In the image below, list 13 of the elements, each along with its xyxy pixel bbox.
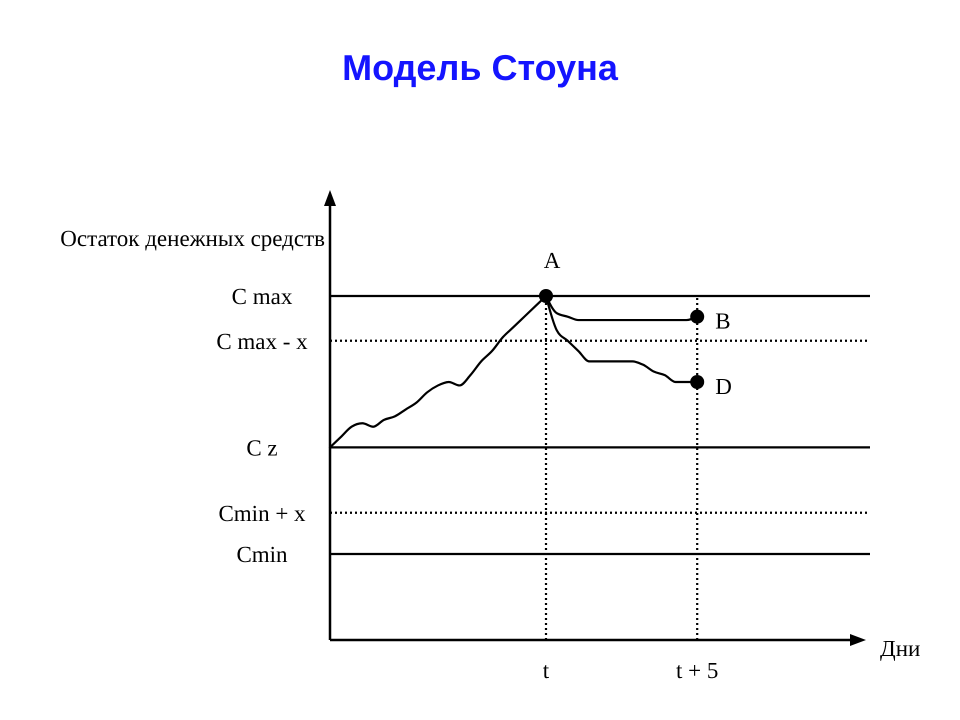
ref-line-label: C z — [246, 435, 278, 460]
annotation: A — [544, 248, 561, 273]
x-tick-label: t + 5 — [676, 658, 718, 683]
ref-line-label: C max - x — [216, 328, 308, 354]
ref-line-label: C max — [232, 284, 293, 310]
x-axis-title: Дни — [880, 636, 920, 661]
ref-line-label: Cmin — [236, 542, 288, 568]
y-axis-title: Остаток денежных средств — [60, 226, 326, 251]
annotation: D — [715, 374, 732, 399]
ref-line-label: Cmin + x — [218, 500, 306, 526]
annotation: B — [715, 308, 731, 334]
x-tick-label: t — [542, 658, 550, 683]
chart-title: Модель Стоуна — [342, 47, 619, 88]
